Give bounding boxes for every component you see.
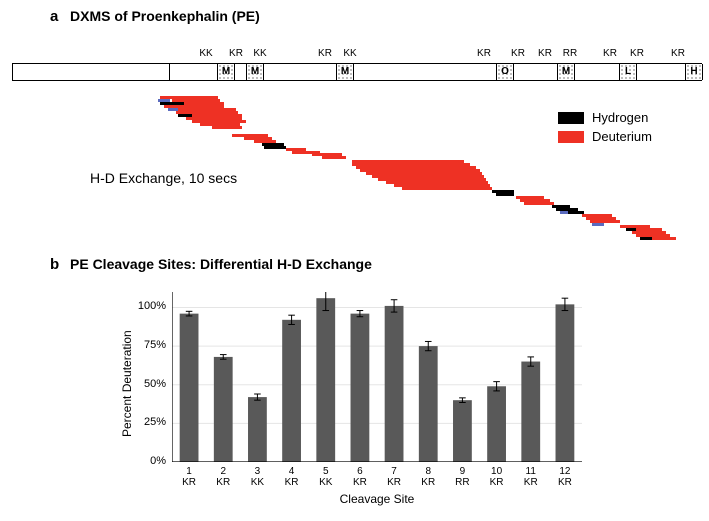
peptide-fragment bbox=[496, 193, 514, 196]
peptide-box-label: O bbox=[497, 66, 513, 77]
cleavage-site-label: KR bbox=[671, 48, 685, 59]
peptide-box: M bbox=[246, 64, 264, 80]
legend-item: Deuterium bbox=[558, 129, 652, 144]
peptide-box-label: L bbox=[620, 66, 636, 77]
figure: a DXMS of Proenkephalin (PE) M M M O M L H Hyd… bbox=[0, 0, 709, 521]
peptide-fragment bbox=[212, 126, 242, 129]
protein-schematic-bar: MMMOMLH bbox=[12, 63, 702, 81]
cleavage-site-label: KK bbox=[253, 48, 266, 59]
bar-chart: 0%25%50%75%100%Percent Deuteration1KR2KR… bbox=[172, 292, 582, 507]
legend: Hydrogen Deuterium bbox=[558, 110, 652, 148]
peptide-box: M bbox=[557, 64, 575, 80]
peptide-box-label: M bbox=[558, 66, 574, 77]
bar bbox=[453, 400, 472, 462]
cleavage-site-label: KK bbox=[343, 48, 356, 59]
panel-b-label: b bbox=[50, 256, 59, 273]
y-axis-label: Percent Deuteration bbox=[120, 330, 134, 437]
bar bbox=[419, 346, 438, 462]
x-tick-label: 3KK bbox=[251, 466, 264, 488]
x-tick-label: 10KR bbox=[490, 466, 504, 488]
legend-label: Hydrogen bbox=[592, 110, 648, 125]
cleavage-site-label: KR bbox=[229, 48, 243, 59]
hd-exchange-caption: H-D Exchange, 10 secs bbox=[90, 170, 237, 186]
peptide-fragment bbox=[322, 156, 346, 159]
y-tick-label: 100% bbox=[126, 300, 166, 312]
cleavage-site-label: KR bbox=[511, 48, 525, 59]
panel-a-label: a bbox=[50, 8, 58, 25]
bar bbox=[214, 357, 233, 462]
x-tick-label: 12KR bbox=[558, 466, 572, 488]
cleavage-site-label: KR bbox=[603, 48, 617, 59]
cleavage-site-label: RR bbox=[563, 48, 577, 59]
peptide-box: M bbox=[217, 64, 235, 80]
legend-item: Hydrogen bbox=[558, 110, 652, 125]
bar bbox=[180, 314, 199, 462]
y-tick-label: 0% bbox=[126, 455, 166, 467]
panel-b-title: PE Cleavage Sites: Differential H-D Exch… bbox=[70, 256, 372, 272]
peptide-box: M bbox=[336, 64, 354, 80]
peptide-box-label: H bbox=[686, 66, 702, 77]
bar bbox=[316, 298, 335, 462]
peptide-box-label: M bbox=[337, 66, 353, 77]
x-tick-label: 5KK bbox=[319, 466, 332, 488]
bar bbox=[556, 304, 575, 462]
peptide-box: L bbox=[619, 64, 637, 80]
x-tick-label: 7KR bbox=[387, 466, 401, 488]
peptide-box: H bbox=[685, 64, 703, 80]
peptide-fragment bbox=[402, 187, 492, 190]
peptide-box-label: M bbox=[247, 66, 263, 77]
peptide-fragment bbox=[640, 237, 652, 240]
x-axis-label: Cleavage Site bbox=[172, 492, 582, 506]
bar bbox=[385, 306, 404, 462]
cleavage-site-label: KR bbox=[318, 48, 332, 59]
cleavage-site-label: KR bbox=[630, 48, 644, 59]
x-tick-label: 6KR bbox=[353, 466, 367, 488]
legend-label: Deuterium bbox=[592, 129, 652, 144]
peptide-fragment bbox=[652, 237, 676, 240]
peptide-fragment bbox=[592, 223, 604, 226]
bar bbox=[248, 397, 267, 462]
peptide-fragment bbox=[524, 202, 554, 205]
x-tick-label: 2KR bbox=[216, 466, 230, 488]
x-tick-label: 11KR bbox=[524, 466, 538, 488]
peptide-box-label: M bbox=[218, 66, 234, 77]
peptide-fragment bbox=[264, 146, 286, 149]
x-tick-label: 4KR bbox=[285, 466, 299, 488]
bar bbox=[487, 386, 506, 462]
cleavage-site-label: KR bbox=[477, 48, 491, 59]
protein-bar-separator bbox=[169, 64, 170, 80]
bar bbox=[521, 362, 540, 462]
cleavage-site-label: KK bbox=[199, 48, 212, 59]
bar bbox=[282, 320, 301, 462]
legend-swatch bbox=[558, 131, 584, 143]
peptide-box: O bbox=[496, 64, 514, 80]
x-tick-label: 1KR bbox=[182, 466, 196, 488]
cleavage-site-label: KR bbox=[538, 48, 552, 59]
bar bbox=[351, 314, 370, 462]
legend-swatch bbox=[558, 112, 584, 124]
x-tick-label: 9RR bbox=[455, 466, 469, 488]
peptide-fragment bbox=[560, 211, 568, 214]
x-tick-label: 8KR bbox=[421, 466, 435, 488]
panel-a-title: DXMS of Proenkephalin (PE) bbox=[70, 8, 260, 24]
